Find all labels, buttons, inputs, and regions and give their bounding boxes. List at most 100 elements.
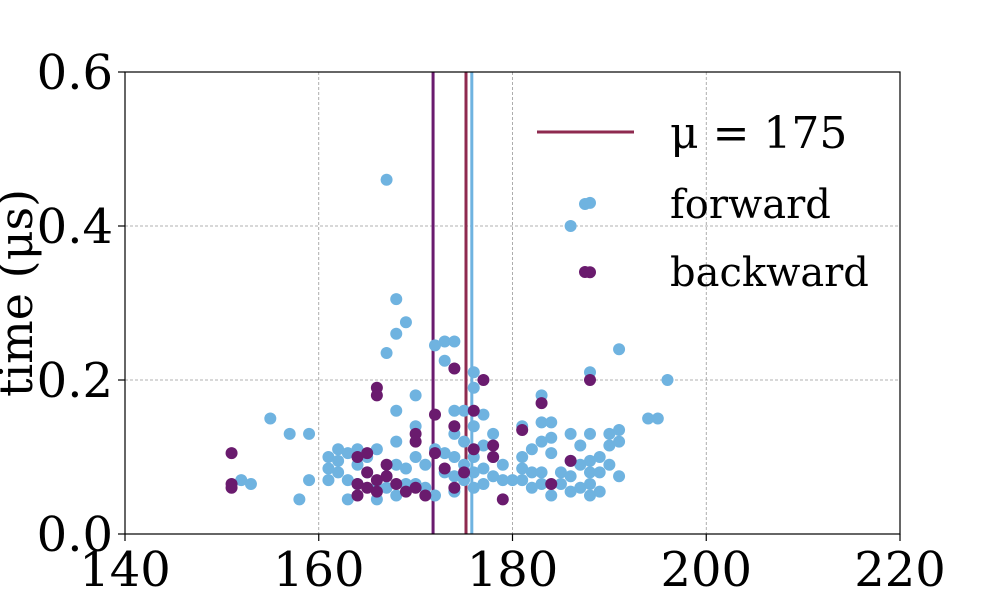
legend-label-backward: backward — [670, 250, 869, 296]
backward-point — [380, 470, 393, 483]
forward-point — [564, 427, 577, 440]
forward-point — [341, 447, 354, 460]
forward-point — [448, 335, 461, 348]
backward-point — [487, 451, 500, 463]
backward-point — [429, 447, 441, 460]
x-tick-label: 200 — [660, 542, 752, 598]
x-tick-label: 180 — [467, 542, 559, 598]
forward-point — [496, 474, 509, 487]
forward-point — [448, 470, 461, 483]
backward-point — [351, 489, 364, 502]
forward-point — [564, 485, 577, 498]
forward-point — [593, 466, 606, 479]
forward-point — [603, 439, 616, 452]
forward-point — [535, 435, 548, 448]
legend-label-forward: forward — [670, 182, 831, 228]
backward-point — [370, 485, 383, 498]
forward-point — [419, 458, 432, 471]
legend: μ = 175 forward backward — [537, 108, 869, 296]
forward-point — [438, 447, 451, 460]
backward-point — [361, 466, 374, 479]
forward-point — [380, 173, 393, 186]
legend-marker-backward — [579, 266, 591, 278]
backward-point — [487, 439, 500, 452]
forward-point — [661, 374, 674, 386]
forward-point — [603, 458, 616, 471]
backward-point — [448, 420, 461, 433]
forward-point — [535, 416, 548, 429]
forward-point — [390, 458, 403, 471]
backward-point — [545, 477, 558, 490]
forward-point — [235, 474, 248, 487]
x-tick-label: 220 — [854, 542, 946, 598]
backward-point — [467, 443, 480, 456]
forward-point — [554, 477, 567, 490]
data-points — [225, 173, 674, 506]
forward-point — [458, 404, 471, 417]
y-tick-label: 0.6 — [37, 45, 113, 101]
backward-point — [351, 451, 364, 463]
backward-point — [477, 374, 490, 386]
backward-point — [370, 389, 383, 402]
forward-point — [332, 454, 345, 467]
forward-point — [390, 404, 403, 417]
forward-point — [584, 489, 596, 502]
forward-point — [535, 477, 548, 490]
y-axis-ticks: 0.0 0.2 0.4 0.6 — [37, 45, 125, 563]
x-tick-label: 160 — [273, 542, 365, 598]
forward-point — [487, 427, 500, 440]
forward-point — [264, 412, 277, 425]
forward-point — [545, 416, 558, 429]
forward-point — [448, 451, 461, 463]
backward-point — [361, 481, 374, 494]
backward-point — [419, 489, 432, 502]
forward-point — [613, 470, 626, 483]
forward-point — [564, 220, 577, 232]
forward-point — [467, 466, 480, 479]
forward-point — [516, 474, 529, 487]
backward-point — [438, 462, 451, 475]
forward-point — [409, 451, 422, 463]
forward-point — [593, 485, 606, 498]
forward-point — [545, 447, 558, 460]
backward-point — [399, 485, 412, 498]
forward-point — [545, 431, 558, 444]
forward-point — [593, 451, 606, 463]
backward-point — [564, 454, 577, 467]
forward-point — [574, 439, 587, 452]
forward-point — [642, 412, 655, 425]
forward-point — [332, 443, 345, 456]
forward-point — [584, 466, 596, 479]
forward-point — [399, 316, 412, 329]
forward-point — [390, 489, 403, 502]
forward-point — [477, 408, 490, 421]
forward-point — [322, 451, 335, 463]
forward-point — [283, 427, 296, 440]
forward-point — [322, 462, 335, 475]
forward-point — [525, 481, 538, 494]
forward-point — [244, 477, 257, 490]
forward-point — [467, 381, 480, 394]
backward-point — [225, 481, 238, 494]
backward-point — [380, 458, 393, 471]
forward-point — [322, 474, 335, 487]
backward-point — [351, 477, 364, 490]
forward-point — [341, 493, 354, 506]
y-tick-label: 0.4 — [37, 199, 113, 255]
backward-point — [584, 374, 596, 386]
forward-point — [438, 335, 451, 348]
backward-point — [390, 477, 403, 490]
forward-point — [448, 404, 461, 417]
backward-point — [409, 435, 422, 448]
forward-point — [370, 443, 383, 456]
backward-point — [429, 408, 441, 421]
backward-point — [458, 466, 471, 479]
forward-point — [390, 293, 403, 306]
forward-point — [545, 489, 558, 502]
forward-point — [477, 439, 490, 452]
forward-point — [554, 466, 567, 479]
forward-point — [603, 427, 616, 440]
legend-label-mean: μ = 175 — [670, 108, 847, 159]
